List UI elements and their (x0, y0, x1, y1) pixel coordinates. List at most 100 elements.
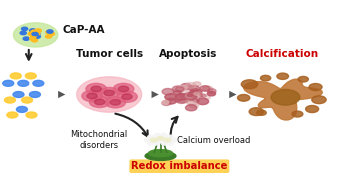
Circle shape (20, 31, 26, 35)
Circle shape (175, 87, 184, 91)
Circle shape (30, 37, 36, 40)
Circle shape (172, 86, 184, 92)
Circle shape (179, 85, 187, 90)
Circle shape (187, 94, 193, 97)
Text: Apoptosis: Apoptosis (159, 49, 217, 59)
Circle shape (30, 34, 37, 38)
Circle shape (31, 34, 37, 37)
Circle shape (34, 32, 40, 35)
Text: Calcification: Calcification (245, 49, 318, 59)
Ellipse shape (145, 152, 176, 160)
Text: CaP-AA: CaP-AA (63, 25, 106, 35)
Circle shape (179, 94, 186, 97)
Circle shape (46, 35, 52, 38)
Circle shape (13, 23, 58, 47)
Circle shape (200, 86, 210, 91)
Ellipse shape (149, 150, 172, 157)
Text: Calcium overload: Calcium overload (177, 136, 250, 145)
Circle shape (312, 96, 326, 104)
Circle shape (208, 89, 216, 93)
Ellipse shape (154, 141, 160, 145)
Circle shape (91, 86, 101, 92)
Polygon shape (244, 79, 322, 120)
Circle shape (185, 83, 196, 88)
Circle shape (33, 80, 44, 86)
Ellipse shape (157, 138, 163, 142)
Circle shape (186, 105, 197, 111)
Circle shape (260, 75, 271, 81)
Circle shape (191, 92, 203, 98)
Ellipse shape (148, 135, 154, 139)
Circle shape (249, 108, 264, 115)
Circle shape (32, 33, 38, 37)
Circle shape (277, 73, 288, 79)
Circle shape (89, 96, 110, 108)
Circle shape (47, 30, 53, 33)
Circle shape (4, 97, 16, 103)
Ellipse shape (154, 135, 160, 139)
Ellipse shape (154, 139, 160, 143)
Ellipse shape (148, 141, 154, 145)
Circle shape (95, 99, 105, 105)
Circle shape (292, 111, 303, 117)
Text: Mitochondrial
disorders: Mitochondrial disorders (70, 130, 128, 150)
Circle shape (118, 86, 129, 92)
Circle shape (162, 101, 171, 105)
Circle shape (122, 94, 132, 100)
Circle shape (87, 93, 97, 99)
Ellipse shape (160, 133, 167, 137)
Circle shape (194, 92, 199, 95)
Circle shape (237, 94, 250, 101)
Circle shape (99, 88, 119, 99)
Circle shape (86, 83, 107, 94)
Circle shape (190, 90, 196, 93)
Circle shape (104, 90, 114, 96)
Circle shape (18, 80, 29, 86)
Circle shape (271, 89, 300, 105)
Circle shape (179, 90, 191, 96)
Circle shape (7, 112, 18, 118)
Circle shape (17, 106, 27, 112)
Circle shape (29, 91, 40, 98)
Circle shape (162, 88, 174, 95)
Circle shape (21, 27, 28, 31)
Ellipse shape (151, 136, 157, 140)
Circle shape (184, 93, 195, 98)
Circle shape (22, 97, 32, 103)
Circle shape (162, 101, 169, 104)
Circle shape (189, 94, 199, 99)
Circle shape (26, 112, 37, 118)
Circle shape (185, 94, 193, 98)
Circle shape (117, 91, 137, 102)
Ellipse shape (158, 138, 164, 142)
Circle shape (186, 94, 197, 100)
Circle shape (110, 100, 120, 105)
Ellipse shape (164, 136, 170, 140)
Circle shape (32, 32, 38, 36)
Circle shape (31, 39, 38, 42)
Circle shape (306, 105, 319, 113)
Ellipse shape (170, 138, 177, 142)
Ellipse shape (167, 135, 174, 139)
Circle shape (34, 35, 40, 38)
Circle shape (189, 91, 197, 96)
Circle shape (197, 98, 209, 105)
Circle shape (28, 32, 34, 36)
Ellipse shape (154, 133, 160, 137)
Ellipse shape (161, 135, 167, 139)
Circle shape (191, 88, 198, 92)
Circle shape (189, 103, 199, 108)
Ellipse shape (145, 138, 151, 142)
Circle shape (150, 138, 157, 142)
Circle shape (34, 32, 40, 35)
Circle shape (203, 86, 213, 92)
Circle shape (175, 94, 187, 100)
Circle shape (309, 84, 322, 91)
Circle shape (298, 76, 308, 82)
Circle shape (113, 83, 134, 94)
Circle shape (48, 32, 55, 36)
Circle shape (105, 97, 126, 108)
Circle shape (241, 80, 258, 89)
Circle shape (189, 86, 200, 91)
Circle shape (193, 99, 199, 102)
